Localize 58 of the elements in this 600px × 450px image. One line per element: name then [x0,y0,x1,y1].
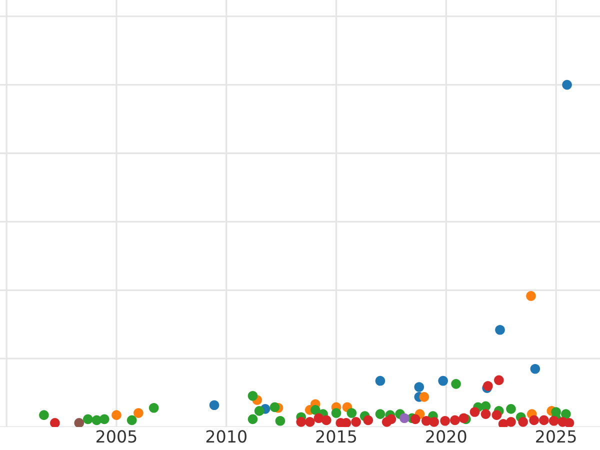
point [458,413,469,424]
point [148,402,159,413]
point [112,410,122,420]
point [506,417,516,427]
point [470,407,480,417]
point [331,408,342,418]
point [248,414,258,424]
x-tick-label: 2025 [536,430,576,443]
x-tick-label: 2020 [426,430,466,443]
point [526,291,536,301]
point [506,404,516,414]
point [480,409,491,419]
point [39,410,49,420]
point [304,417,315,427]
point [414,382,424,392]
point [126,415,137,426]
point [548,416,559,426]
point [539,415,549,426]
point [296,417,306,427]
x-tick-label: 2010 [206,430,246,443]
point [363,415,374,426]
point [375,409,386,419]
x-tick-label: 2015 [316,430,356,443]
point [50,418,60,428]
point [495,324,505,335]
point [440,416,450,426]
point [248,390,258,401]
point [346,408,357,418]
point [254,406,264,416]
point [399,413,410,424]
point [99,414,110,424]
point [270,402,280,412]
point [494,375,504,386]
point [451,379,461,389]
point [310,405,320,415]
point [492,410,502,420]
x-tick-label: 2005 [96,430,136,443]
point [564,418,574,428]
point [429,417,439,427]
point [83,414,93,424]
point [134,408,144,418]
point [529,415,539,426]
point [321,415,332,426]
point [386,414,396,424]
point [275,416,286,426]
point [375,376,386,386]
point [562,80,572,90]
point [74,418,84,428]
point [410,414,420,424]
point [561,409,571,419]
point [438,376,448,386]
point [351,417,361,427]
point [209,400,220,410]
point [518,417,528,427]
point [530,364,540,374]
point [450,415,460,426]
point [419,392,430,402]
point [498,419,508,428]
